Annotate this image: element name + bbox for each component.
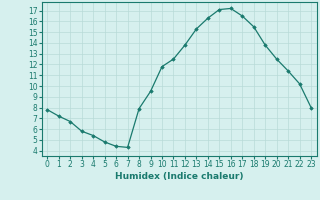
X-axis label: Humidex (Indice chaleur): Humidex (Indice chaleur) [115, 172, 244, 181]
